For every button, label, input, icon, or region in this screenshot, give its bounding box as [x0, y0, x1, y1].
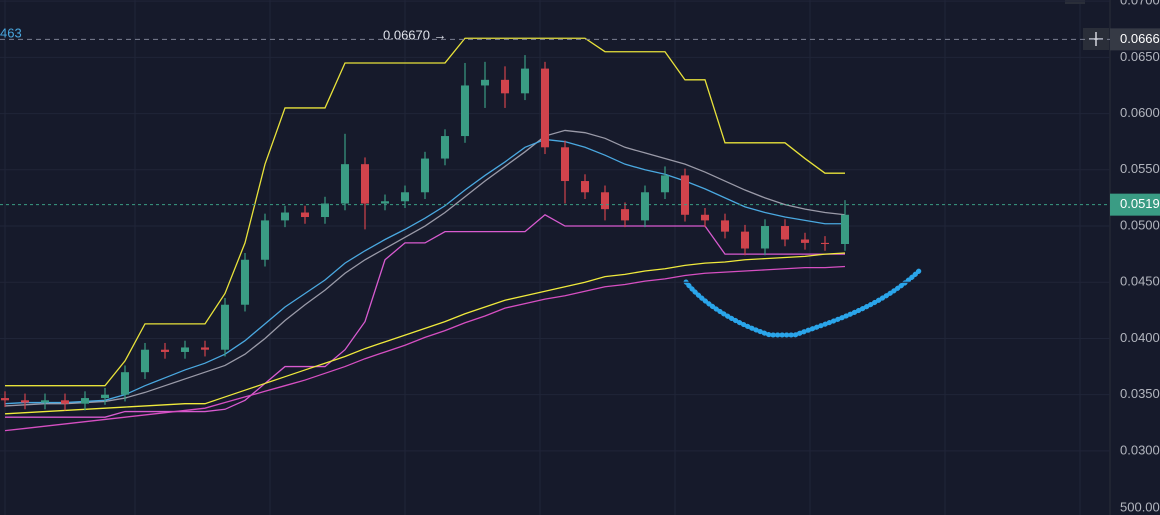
indicator-line [4, 265, 846, 432]
candle-body [621, 209, 629, 221]
grid [4, 0, 1081, 515]
hand-drawn-arc [683, 267, 923, 338]
candle-body [641, 192, 649, 221]
y-tick-label: 0.0450 [1120, 274, 1160, 289]
candle-body [521, 68, 529, 94]
y-tick-label: 0.0350 [1120, 386, 1160, 401]
candle-body [81, 398, 89, 404]
indicator-line [5, 37, 845, 387]
candle-body [301, 212, 309, 218]
y-tick-label: 0.0500 [1120, 217, 1160, 232]
candle-body [601, 192, 609, 210]
candle-body [41, 400, 49, 403]
y-tick-label: 0.0700 [1120, 0, 1160, 8]
y-tick-label: 0.0600 [1120, 105, 1160, 120]
candle-body [821, 242, 829, 245]
candle-body [61, 400, 69, 404]
candle-body [781, 226, 789, 240]
candle-body [281, 212, 289, 221]
candle-body [261, 220, 269, 260]
left-price-label: 463 [0, 25, 22, 40]
y-tick-label: 0.0550 [1120, 161, 1160, 176]
candle-body [761, 226, 769, 249]
y-tick-label: 0.0650 [1120, 49, 1160, 64]
crosshair-label-bg [1110, 28, 1160, 51]
candle-body [361, 164, 369, 204]
toolbar-edge [1065, 0, 1085, 4]
candle-body [501, 79, 509, 94]
y-tick-label: 0.0300 [1120, 442, 1160, 457]
candle-body [441, 136, 449, 159]
y-tick-label: 0.0400 [1120, 330, 1160, 345]
candle-body [661, 175, 669, 193]
candle-body [101, 394, 109, 399]
high-marker-label: 0.06670 → [383, 28, 447, 43]
indicator-line [4, 252, 846, 415]
candle-body [841, 214, 849, 245]
candle-body [321, 203, 329, 218]
candle-body [721, 220, 729, 232]
candle-body [161, 349, 169, 352]
candle-body [341, 164, 349, 204]
candle-body [801, 239, 809, 243]
candle-body [401, 192, 409, 202]
candle-body [141, 349, 149, 373]
last-price-label-bg [1110, 193, 1160, 216]
candle-body [741, 231, 749, 249]
indicator-line [4, 138, 845, 405]
candle-body [701, 214, 709, 221]
candle-body [241, 259, 249, 305]
candle-body [421, 158, 429, 193]
indicator-line [4, 129, 846, 407]
crosshair-label: 0.0666 [1120, 31, 1160, 46]
candle-body [541, 68, 549, 148]
candle-body [1, 398, 9, 401]
candle-body [381, 201, 389, 204]
candle-body [581, 181, 589, 193]
candle-body [21, 400, 29, 403]
candle-body [481, 79, 489, 86]
candle-body [201, 347, 209, 350]
candle-body [561, 147, 569, 182]
candle-body [461, 85, 469, 137]
candle-body [181, 347, 189, 352]
candle-body [121, 372, 129, 395]
candle-body [681, 175, 689, 215]
candle-body [221, 304, 229, 350]
volume-axis-label: 500.00 [1120, 499, 1160, 514]
last-price-label: 0.0519 [1120, 196, 1160, 211]
